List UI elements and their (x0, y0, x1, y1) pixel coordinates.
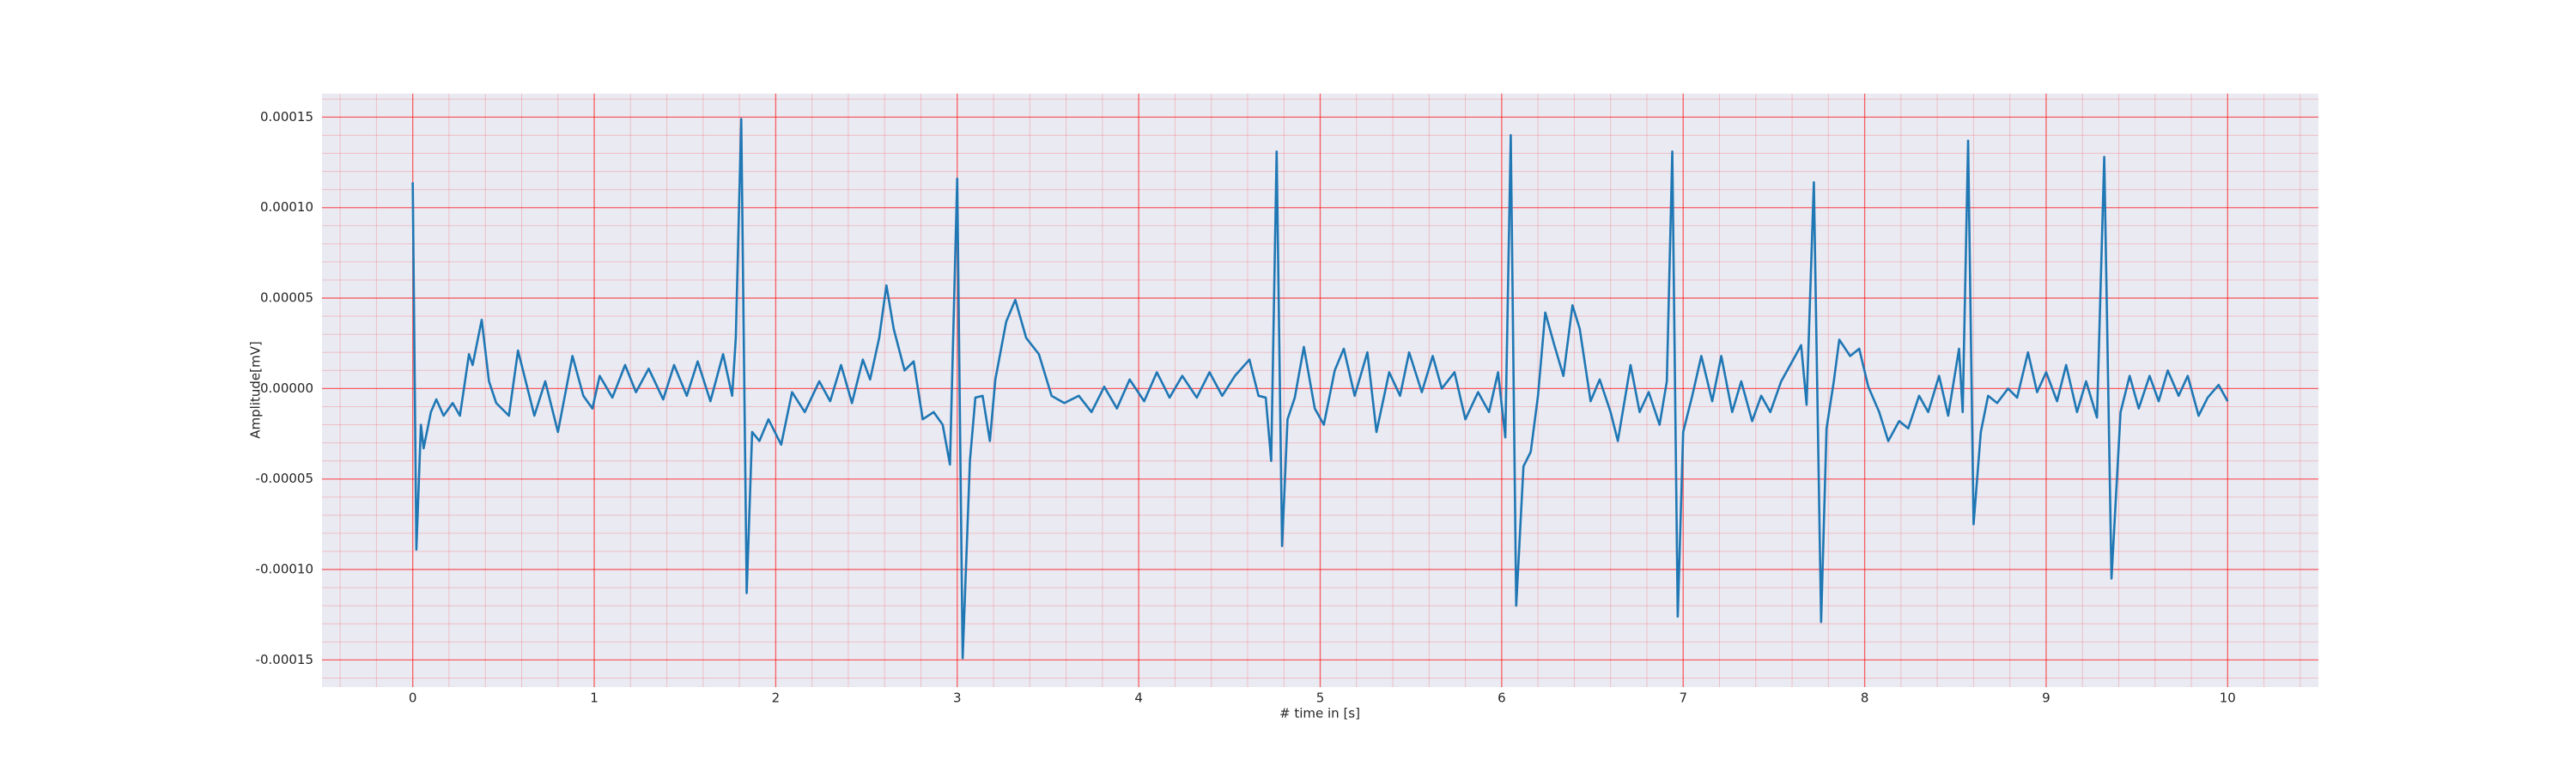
x-tick-label: 2 (772, 691, 781, 706)
x-tick-label: 1 (590, 691, 598, 706)
x-tick-label: 0 (409, 691, 417, 706)
ecg-line (411, 118, 2229, 660)
x-axis-label: # time in [s] (1279, 706, 1360, 721)
x-tick-label: 7 (1679, 691, 1687, 706)
x-tick-label: 10 (2220, 691, 2236, 706)
y-tick-label: 0.00000 (260, 380, 313, 396)
y-tick-label: -0.00015 (256, 652, 313, 667)
y-tick-label: 0.00005 (260, 290, 313, 306)
y-tick-label: -0.00010 (256, 562, 313, 577)
y-axis-label: Amplitude[mV] (248, 341, 264, 438)
x-tick-label: 9 (2042, 691, 2050, 706)
x-tick-label: 5 (1316, 691, 1325, 706)
y-tick-label: -0.00005 (256, 471, 313, 486)
y-tick-label: 0.00010 (260, 199, 313, 215)
x-tick-label: 3 (953, 691, 962, 706)
x-tick-label: 8 (1861, 691, 1869, 706)
x-tick-label: 4 (1134, 691, 1143, 706)
y-tick-label: 0.00015 (260, 109, 313, 125)
x-tick-label: 6 (1498, 691, 1506, 706)
